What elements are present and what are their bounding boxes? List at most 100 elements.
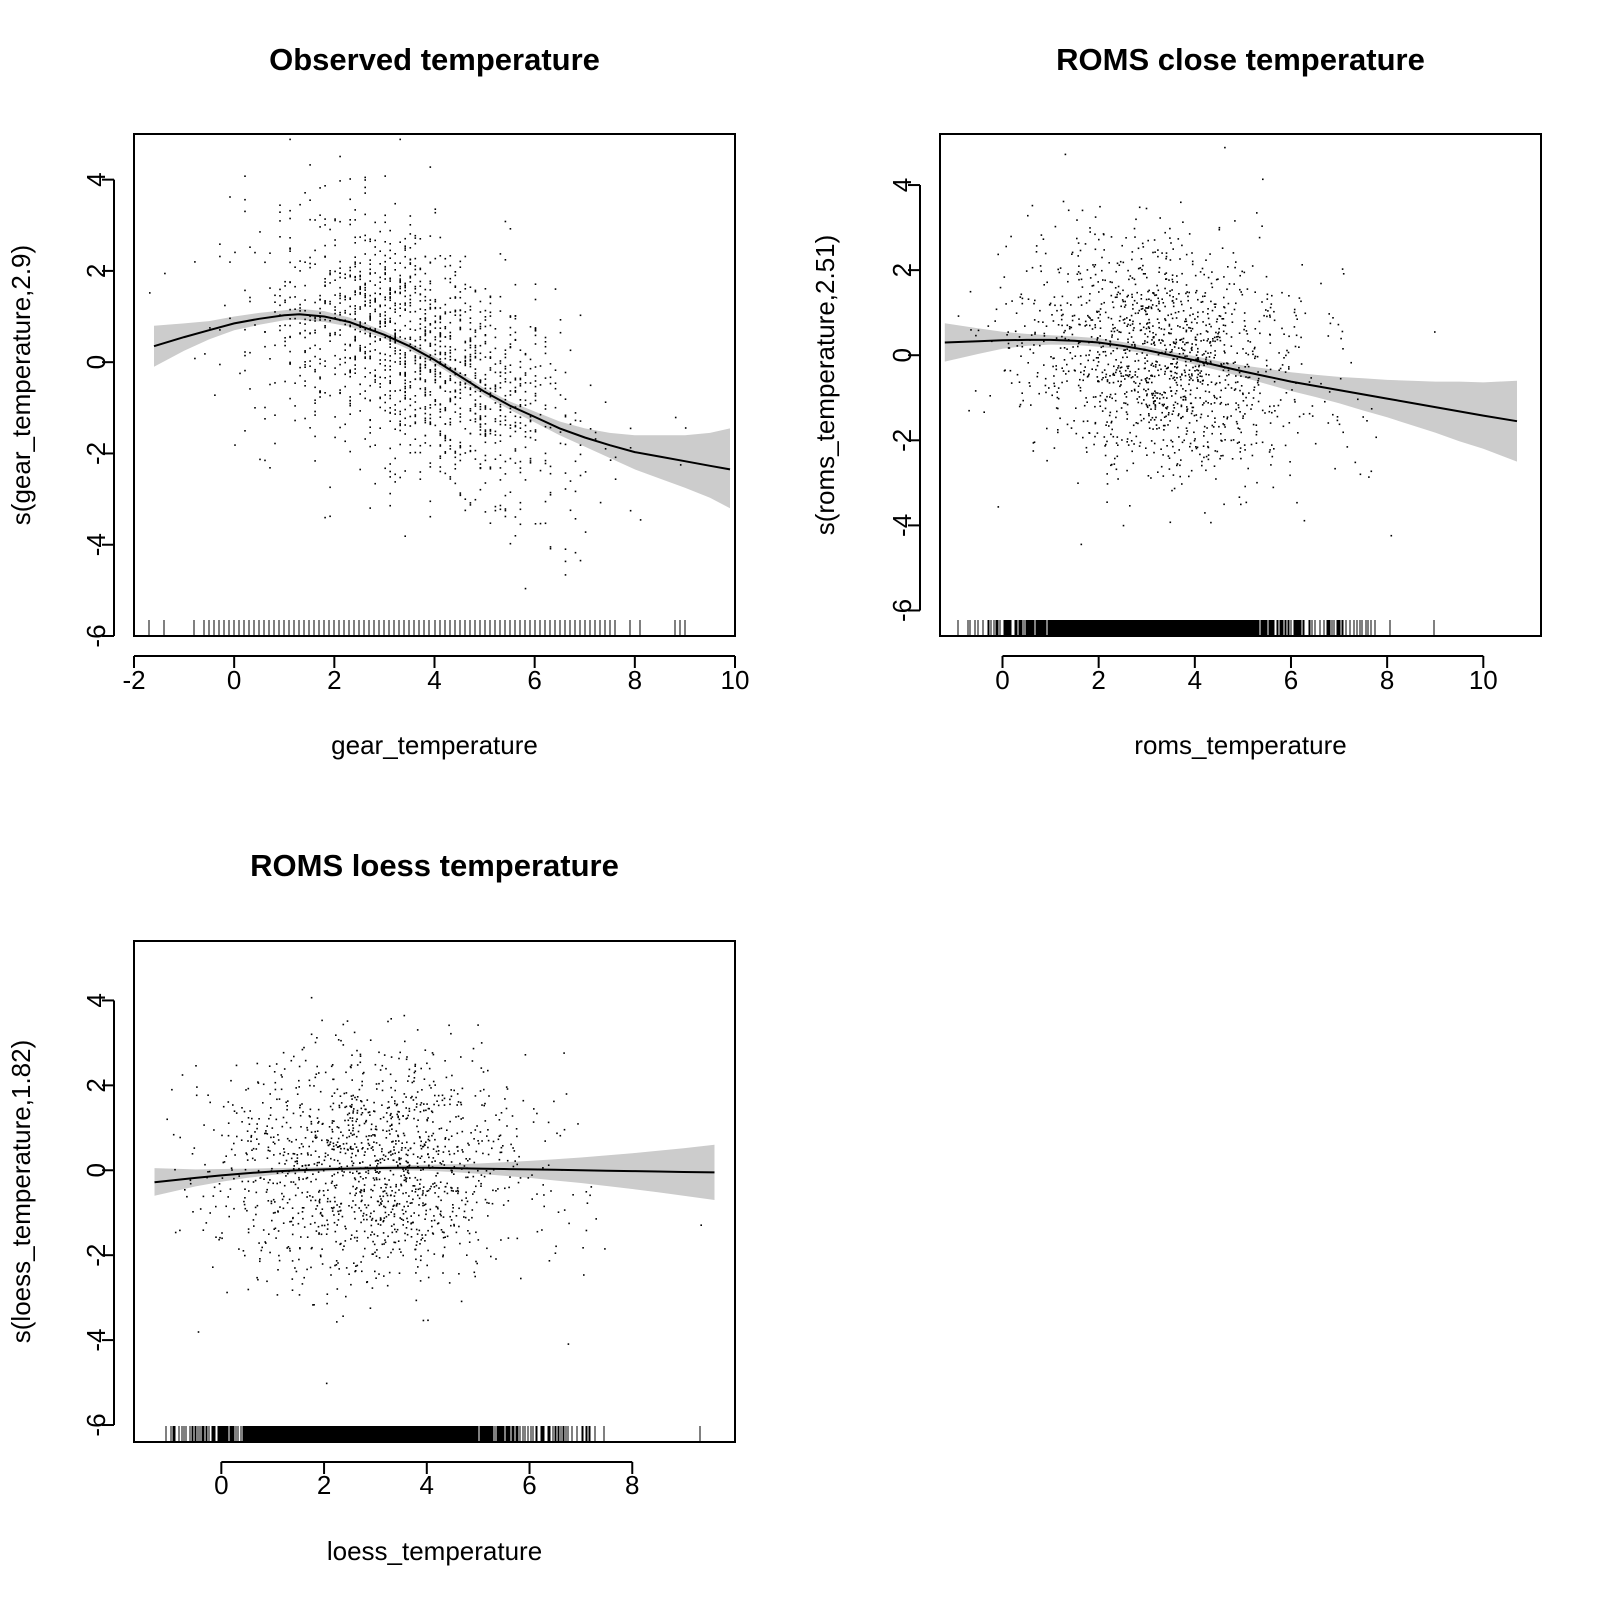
residual-point — [1124, 393, 1126, 395]
residual-point — [472, 1175, 475, 1178]
residual-point — [353, 1133, 355, 1136]
residual-point — [1134, 374, 1136, 376]
residual-point — [1016, 373, 1019, 376]
residual-point — [464, 283, 467, 286]
residual-point — [1222, 324, 1225, 326]
residual-point — [338, 1145, 341, 1148]
residual-point — [1293, 308, 1296, 311]
residual-point — [1211, 424, 1214, 427]
residual-point — [359, 270, 361, 273]
x-axis: 0 2 4 6 8 10 — [995, 655, 1498, 695]
residual-point — [429, 303, 432, 306]
residual-point — [450, 1089, 452, 1091]
residual-point — [1137, 368, 1140, 370]
residual-point — [309, 360, 311, 362]
residual-point — [569, 349, 572, 352]
residual-point — [468, 1171, 470, 1174]
residual-point — [359, 1176, 362, 1178]
residual-point — [421, 1237, 424, 1239]
residual-point — [329, 515, 331, 518]
residual-point — [1115, 442, 1118, 444]
residual-point — [1181, 483, 1183, 485]
residual-point — [454, 285, 457, 287]
residual-point — [384, 273, 386, 276]
residual-point — [1101, 378, 1103, 381]
residual-point — [1154, 390, 1156, 392]
residual-point — [1235, 261, 1237, 263]
residual-point — [398, 1122, 401, 1125]
residual-point — [1071, 319, 1074, 322]
residual-point — [374, 340, 376, 343]
residual-point — [424, 1240, 426, 1242]
residual-point — [1148, 413, 1150, 415]
residual-point — [333, 1159, 336, 1161]
residual-point — [344, 277, 346, 279]
residual-point — [1154, 408, 1157, 410]
residual-point — [1161, 394, 1163, 396]
residual-point — [375, 1125, 377, 1128]
residual-point — [292, 1112, 295, 1115]
residual-point — [419, 344, 422, 347]
residual-point — [1171, 413, 1174, 415]
residual-point — [1145, 207, 1148, 210]
residual-point — [459, 314, 462, 316]
residual-point — [1053, 382, 1055, 385]
residual-point — [1133, 278, 1136, 281]
residual-point — [1246, 288, 1249, 290]
residual-point — [459, 446, 462, 449]
residual-point — [1021, 392, 1023, 394]
residual-point — [1208, 323, 1211, 325]
residual-point — [433, 1253, 436, 1255]
residual-point — [275, 1237, 277, 1239]
residual-point — [379, 276, 381, 279]
residual-point — [1243, 328, 1245, 331]
residual-point — [369, 419, 371, 422]
residual-point — [1141, 307, 1144, 310]
residual-point — [309, 1223, 312, 1225]
residual-point — [261, 1246, 263, 1249]
residual-point — [337, 1219, 340, 1221]
residual-point — [399, 360, 401, 363]
residual-point — [1054, 304, 1056, 307]
residual-point — [279, 236, 281, 238]
residual-point — [1103, 249, 1105, 251]
residual-point — [1195, 446, 1197, 448]
residual-point — [1197, 380, 1199, 383]
residual-point — [1217, 332, 1219, 335]
residual-point — [387, 1020, 389, 1023]
residual-point — [479, 418, 482, 421]
residual-point — [424, 394, 427, 397]
residual-point — [174, 1168, 176, 1171]
residual-point — [1207, 384, 1209, 386]
residual-point — [1102, 345, 1104, 348]
residual-point — [304, 385, 306, 387]
residual-point — [1135, 435, 1138, 438]
residual-point — [1052, 365, 1054, 368]
residual-point — [679, 464, 682, 466]
residual-point — [245, 1089, 247, 1091]
residual-point — [379, 427, 381, 429]
residual-point — [489, 324, 492, 327]
residual-point — [395, 1183, 397, 1186]
residual-point — [529, 462, 532, 464]
residual-point — [195, 1065, 197, 1067]
residual-point — [309, 218, 311, 221]
residual-point — [375, 1142, 378, 1144]
residual-point — [519, 460, 522, 463]
residual-point — [519, 471, 522, 474]
residual-point — [1122, 524, 1125, 527]
residual-point — [1113, 330, 1116, 333]
residual-point — [1210, 325, 1212, 328]
residual-point — [388, 1129, 391, 1132]
residual-point — [448, 1024, 450, 1027]
residual-point — [409, 336, 412, 339]
residual-point — [389, 390, 391, 392]
residual-point — [1128, 278, 1130, 281]
residual-point — [1145, 447, 1147, 449]
residual-point — [1019, 296, 1022, 298]
residual-point — [1129, 319, 1131, 321]
residual-point — [479, 429, 482, 431]
residual-point — [339, 155, 341, 158]
residual-point — [339, 1243, 341, 1246]
residual-point — [444, 326, 447, 328]
